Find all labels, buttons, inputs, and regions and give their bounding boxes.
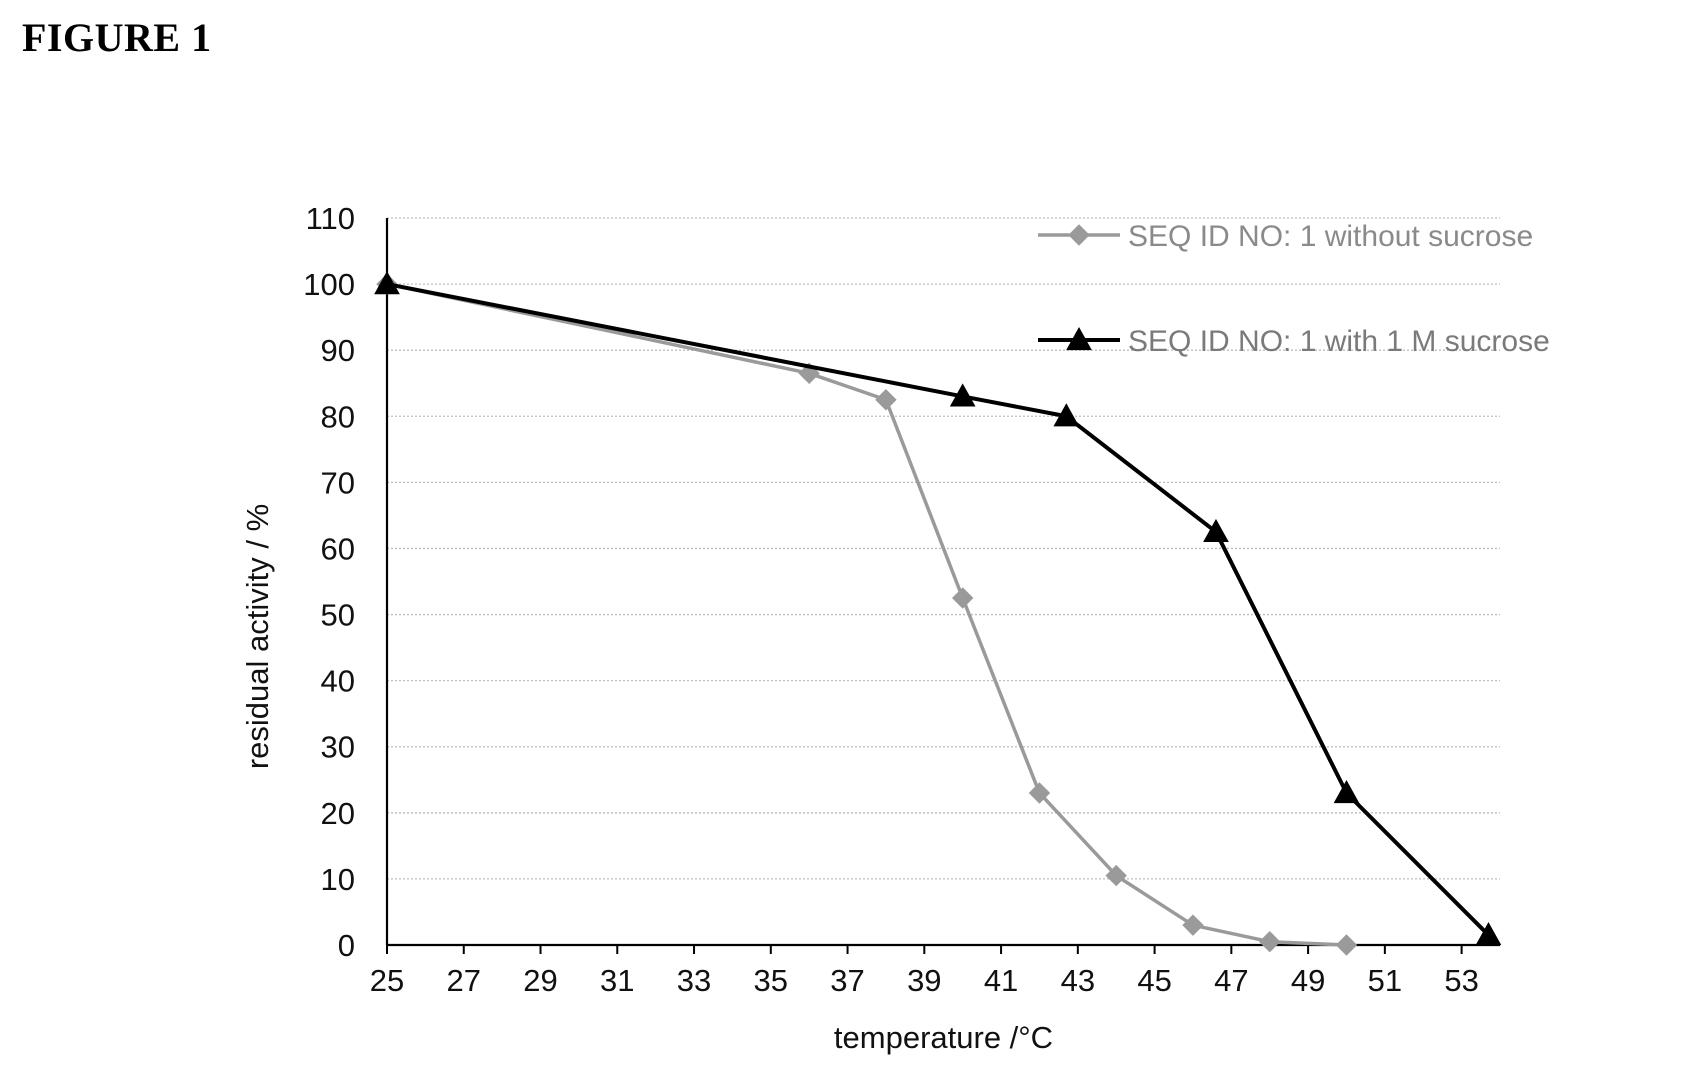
x-tick-label: 45	[1137, 963, 1171, 998]
x-tick-label: 53	[1444, 963, 1478, 998]
y-tick-label: 0	[338, 928, 355, 963]
y-tick-label: 50	[321, 598, 355, 633]
diamond-marker	[1335, 934, 1358, 956]
x-tick-label: 51	[1368, 963, 1402, 998]
x-tick-label: 35	[754, 963, 788, 998]
y-tick-label: 90	[321, 333, 355, 368]
diamond-marker	[1105, 864, 1127, 887]
x-axis-title: temperature /°C	[834, 1020, 1053, 1055]
triangle-marker	[1066, 326, 1092, 351]
x-tick-label: 29	[523, 963, 557, 998]
series-group	[374, 271, 1502, 956]
legend-label: SEQ ID NO: 1 without sucrose	[1128, 220, 1533, 253]
series-without-sucrose	[376, 273, 1358, 956]
x-tick-label: 41	[984, 963, 1018, 998]
x-tick-label: 25	[370, 963, 404, 998]
figure-label: FIGURE 1	[22, 15, 212, 60]
diamond-marker	[951, 587, 974, 609]
y-tick-label: 60	[321, 531, 355, 566]
y-tick-label: 100	[303, 267, 355, 302]
legend-label: SEQ ID NO: 1 with 1 M sucrose	[1128, 325, 1550, 358]
triangle-marker	[1053, 403, 1080, 427]
series-with-sucrose	[374, 271, 1502, 946]
x-axis-ticks: 25 27 29 31 33 35 37 39 41 43 45 47 49 51 53	[370, 945, 1479, 998]
y-axis-ticks: 0 10 20 30 40 50 60 70 80 90 100 110	[303, 201, 355, 963]
x-tick-label: 39	[907, 963, 941, 998]
y-tick-label: 70	[321, 465, 355, 500]
series-line	[386, 282, 1490, 937]
grid-lines	[387, 217, 1500, 880]
diamond-marker	[1182, 914, 1204, 936]
y-tick-label: 110	[306, 201, 355, 236]
triangle-marker	[374, 271, 400, 295]
y-tick-label: 30	[321, 730, 355, 765]
diamond-marker	[1028, 782, 1051, 804]
x-tick-label: 33	[677, 963, 711, 998]
triangle-marker	[1475, 922, 1502, 946]
y-tick-label: 10	[321, 862, 355, 897]
x-tick-label: 43	[1061, 963, 1095, 998]
x-tick-label: 31	[600, 963, 634, 998]
legend: SEQ ID NO: 1 without sucrose SEQ ID NO: 1…	[1038, 220, 1550, 358]
series-line	[386, 282, 1347, 947]
x-tick-label: 37	[830, 963, 864, 998]
diamond-marker	[875, 389, 897, 411]
triangle-marker	[1203, 518, 1229, 543]
x-tick-label: 47	[1214, 963, 1248, 998]
diamond-marker	[1259, 930, 1281, 953]
x-tick-label: 27	[447, 963, 481, 998]
x-tick-label: 49	[1291, 963, 1325, 998]
y-tick-label: 40	[321, 664, 355, 699]
y-axis-title: residual activity / %	[240, 504, 275, 769]
y-tick-label: 20	[321, 796, 355, 831]
diamond-marker	[1068, 224, 1090, 246]
y-tick-label: 80	[321, 399, 355, 434]
triangle-marker	[1333, 779, 1360, 804]
triangle-marker	[949, 383, 976, 407]
